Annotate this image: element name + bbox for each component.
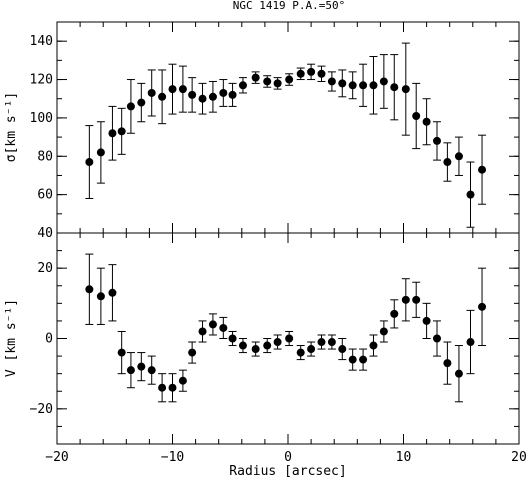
top-data-point [390,83,399,92]
top-data-point [178,85,187,94]
bottom-data-point [296,348,305,357]
bottom-data-point [219,323,228,332]
top-data-point [219,88,228,97]
x-tick-label: 0 [284,450,292,465]
bottom-data-point [443,359,452,368]
top-data-point [251,73,260,82]
top-data-point [273,79,282,88]
top-y-tick-label: 40 [37,226,53,241]
top-data-point [168,85,177,94]
bottom-data-point [401,295,410,304]
top-data-point [307,67,316,76]
bottom-data-point [188,348,197,357]
top-data-point [327,77,336,86]
top-panel-dispersion: 40 60 80 100 120 140 σ[km s⁻¹] [4,21,520,241]
top-data-point [338,79,347,88]
bottom-data-point [454,369,463,378]
top-data-point [454,152,463,161]
top-data-point [263,77,272,86]
top-data-point [296,69,305,78]
bottom-data-point [198,327,207,336]
top-data-point [117,127,126,136]
top-data-point [228,90,237,99]
bottom-data-point [327,338,336,347]
bottom-data-point [263,341,272,350]
top-data-point [432,136,441,145]
top-y-tick-label: 60 [37,188,53,203]
bottom-data-point [412,295,421,304]
bottom-data-point [168,383,177,392]
top-panel-frame [56,21,520,234]
top-y-tick-label: 80 [37,149,53,164]
top-data-point [317,69,326,78]
top-data-point [188,90,197,99]
bottom-data-point [208,320,217,329]
top-y-tick-label: 120 [30,73,53,88]
top-data-point [443,158,452,167]
top-data-point [348,81,357,90]
top-data-point [369,81,378,90]
x-tick-label: −10 [161,450,184,465]
chart-title: NGC 1419 P.A.=50° [233,0,346,12]
bottom-data-point [96,292,105,301]
top-data-point [147,88,156,97]
bottom-data-point [85,285,94,294]
bottom-data-point [379,327,388,336]
top-data-point [85,158,94,167]
top-data-point [108,129,117,138]
bottom-data-point [369,341,378,350]
top-data-point [137,98,146,107]
bottom-data-point [137,362,146,371]
x-tick-label: 10 [396,450,412,465]
bottom-data-point [359,355,368,364]
bottom-data-point [251,345,260,354]
bottom-data-point [108,288,117,297]
top-y-tick-label: 100 [30,111,53,126]
top-data-point [126,102,135,111]
top-data-point [285,75,294,84]
bottom-data-point [178,376,187,385]
bottom-data-point [466,338,475,347]
bottom-panel-velocity: −20 0 20 −20 −10 0 10 20 V [km s⁻¹] Radius [arc… [4,232,527,479]
bottom-data-point [307,345,316,354]
top-data-point [412,111,421,120]
bottom-y-axis-title: V [km s⁻¹] [4,299,19,377]
bottom-data-point [273,338,282,347]
top-data-point [422,117,431,126]
bottom-data-point [317,338,326,347]
top-data-point [359,81,368,90]
bottom-data-point [338,345,347,354]
top-data-point [238,81,247,90]
top-data-point [198,94,207,103]
bottom-data-point [238,341,247,350]
bottom-data-point [126,366,135,375]
bottom-y-tick-label: 0 [45,332,53,347]
top-data-point [466,190,475,199]
x-tick-label: 20 [511,450,527,465]
bottom-data-point [117,348,126,357]
top-data-point [208,92,217,101]
top-data-point [379,77,388,86]
bottom-data-point [390,309,399,318]
top-data-point [158,92,167,101]
bottom-y-tick-label: 20 [37,261,53,276]
bottom-data-point [422,316,431,325]
bottom-data-point [432,334,441,343]
bottom-data-point [147,366,156,375]
top-data-point [96,148,105,157]
bottom-data-point [285,334,294,343]
bottom-data-point [228,334,237,343]
bottom-data-point [478,302,487,311]
bottom-data-point [348,355,357,364]
x-tick-label: −20 [45,450,68,465]
top-y-tick-label: 140 [30,34,53,49]
bottom-data-point [158,383,167,392]
bottom-y-tick-label: −20 [30,402,53,417]
top-data-point [401,85,410,94]
top-y-axis-title: σ[km s⁻¹] [4,92,19,162]
top-data-point [478,165,487,174]
x-axis-title: Radius [arcsec] [229,464,346,479]
